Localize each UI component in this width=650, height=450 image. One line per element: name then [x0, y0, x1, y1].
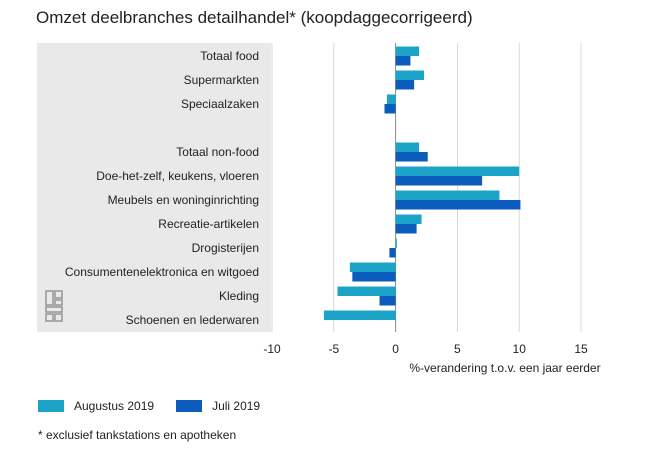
- bar-augustus-6: [395, 190, 500, 200]
- category-label-9: Consumentenelektronica en witgoed: [65, 265, 259, 279]
- category-label-7: Recreatie-artikelen: [158, 217, 259, 231]
- bar-juli-8: [389, 248, 396, 258]
- legend-label-augustus: Augustus 2019: [74, 399, 155, 413]
- bars: [323, 46, 521, 320]
- bar-juli-1: [395, 80, 415, 90]
- logo-block-5: [54, 313, 63, 322]
- category-label-5: Doe-het-zelf, keukens, vloeren: [96, 169, 259, 183]
- x-tick-label-3: 5: [454, 342, 461, 356]
- footnote: * exclusief tankstations en apotheken: [38, 428, 237, 442]
- bar-augustus-8: [395, 238, 397, 248]
- bar-augustus-0: [395, 46, 420, 56]
- bar-augustus-10: [337, 286, 396, 296]
- bar-augustus-1: [395, 70, 425, 80]
- logo-block-0: [45, 290, 54, 306]
- bar-augustus-11: [323, 310, 396, 320]
- x-tick-label-1: -5: [328, 342, 339, 356]
- bar-juli-4: [395, 152, 428, 162]
- category-label-11: Schoenen en lederwaren: [126, 313, 259, 327]
- bar-augustus-2: [386, 94, 396, 104]
- category-label-6: Meubels en woninginrichting: [108, 193, 259, 207]
- legend-item-juli: Juli 2019: [176, 399, 260, 413]
- logo-block-3: [45, 306, 63, 313]
- category-label-1: Supermarkten: [184, 73, 259, 87]
- category-label-10: Kleding: [219, 289, 259, 303]
- x-tick-label-4: 10: [513, 342, 527, 356]
- gridlines: [271, 43, 582, 332]
- legend-item-augustus: Augustus 2019: [38, 399, 154, 413]
- logo-block-1: [54, 290, 63, 299]
- bar-juli-2: [384, 104, 396, 114]
- bar-augustus-9: [349, 262, 396, 272]
- category-label-2: Speciaalzaken: [181, 97, 259, 111]
- logo-block-4: [45, 313, 54, 322]
- bar-augustus-7: [395, 214, 422, 224]
- logo-block-2: [54, 299, 63, 306]
- legend-swatch-juli: [176, 400, 203, 412]
- bar-juli-10: [379, 296, 396, 306]
- x-tick-label-2: 0: [392, 342, 399, 356]
- x-tick-label-5: 15: [574, 342, 588, 356]
- category-label-4: Totaal non-food: [176, 145, 259, 159]
- x-tick-label-0: -10: [263, 342, 281, 356]
- x-tick-labels: -10 -5 0 5 10 15: [263, 342, 588, 356]
- chart-title: Omzet deelbranches detailhandel* (koopda…: [36, 8, 473, 27]
- bar-juli-5: [395, 176, 483, 186]
- bar-juli-0: [395, 56, 411, 66]
- category-labels: Totaal food Supermarkten Speciaalzaken Tota…: [65, 49, 259, 327]
- bar-augustus-5: [395, 166, 520, 176]
- cbs-logo-icon: [45, 290, 63, 322]
- category-label-0: Totaal food: [200, 49, 259, 63]
- category-label-8: Drogisterijen: [192, 241, 259, 255]
- legend: Augustus 2019 Juli 2019: [38, 399, 282, 413]
- bar-augustus-4: [395, 142, 420, 152]
- bar-juli-6: [395, 200, 521, 210]
- x-axis-label: %-verandering t.o.v. een jaar eerder: [409, 361, 600, 375]
- bar-juli-7: [395, 224, 417, 234]
- bar-juli-9: [352, 272, 396, 282]
- legend-swatch-augustus: [38, 400, 64, 412]
- category-panel: [37, 43, 271, 332]
- legend-label-juli: Juli 2019: [212, 399, 261, 413]
